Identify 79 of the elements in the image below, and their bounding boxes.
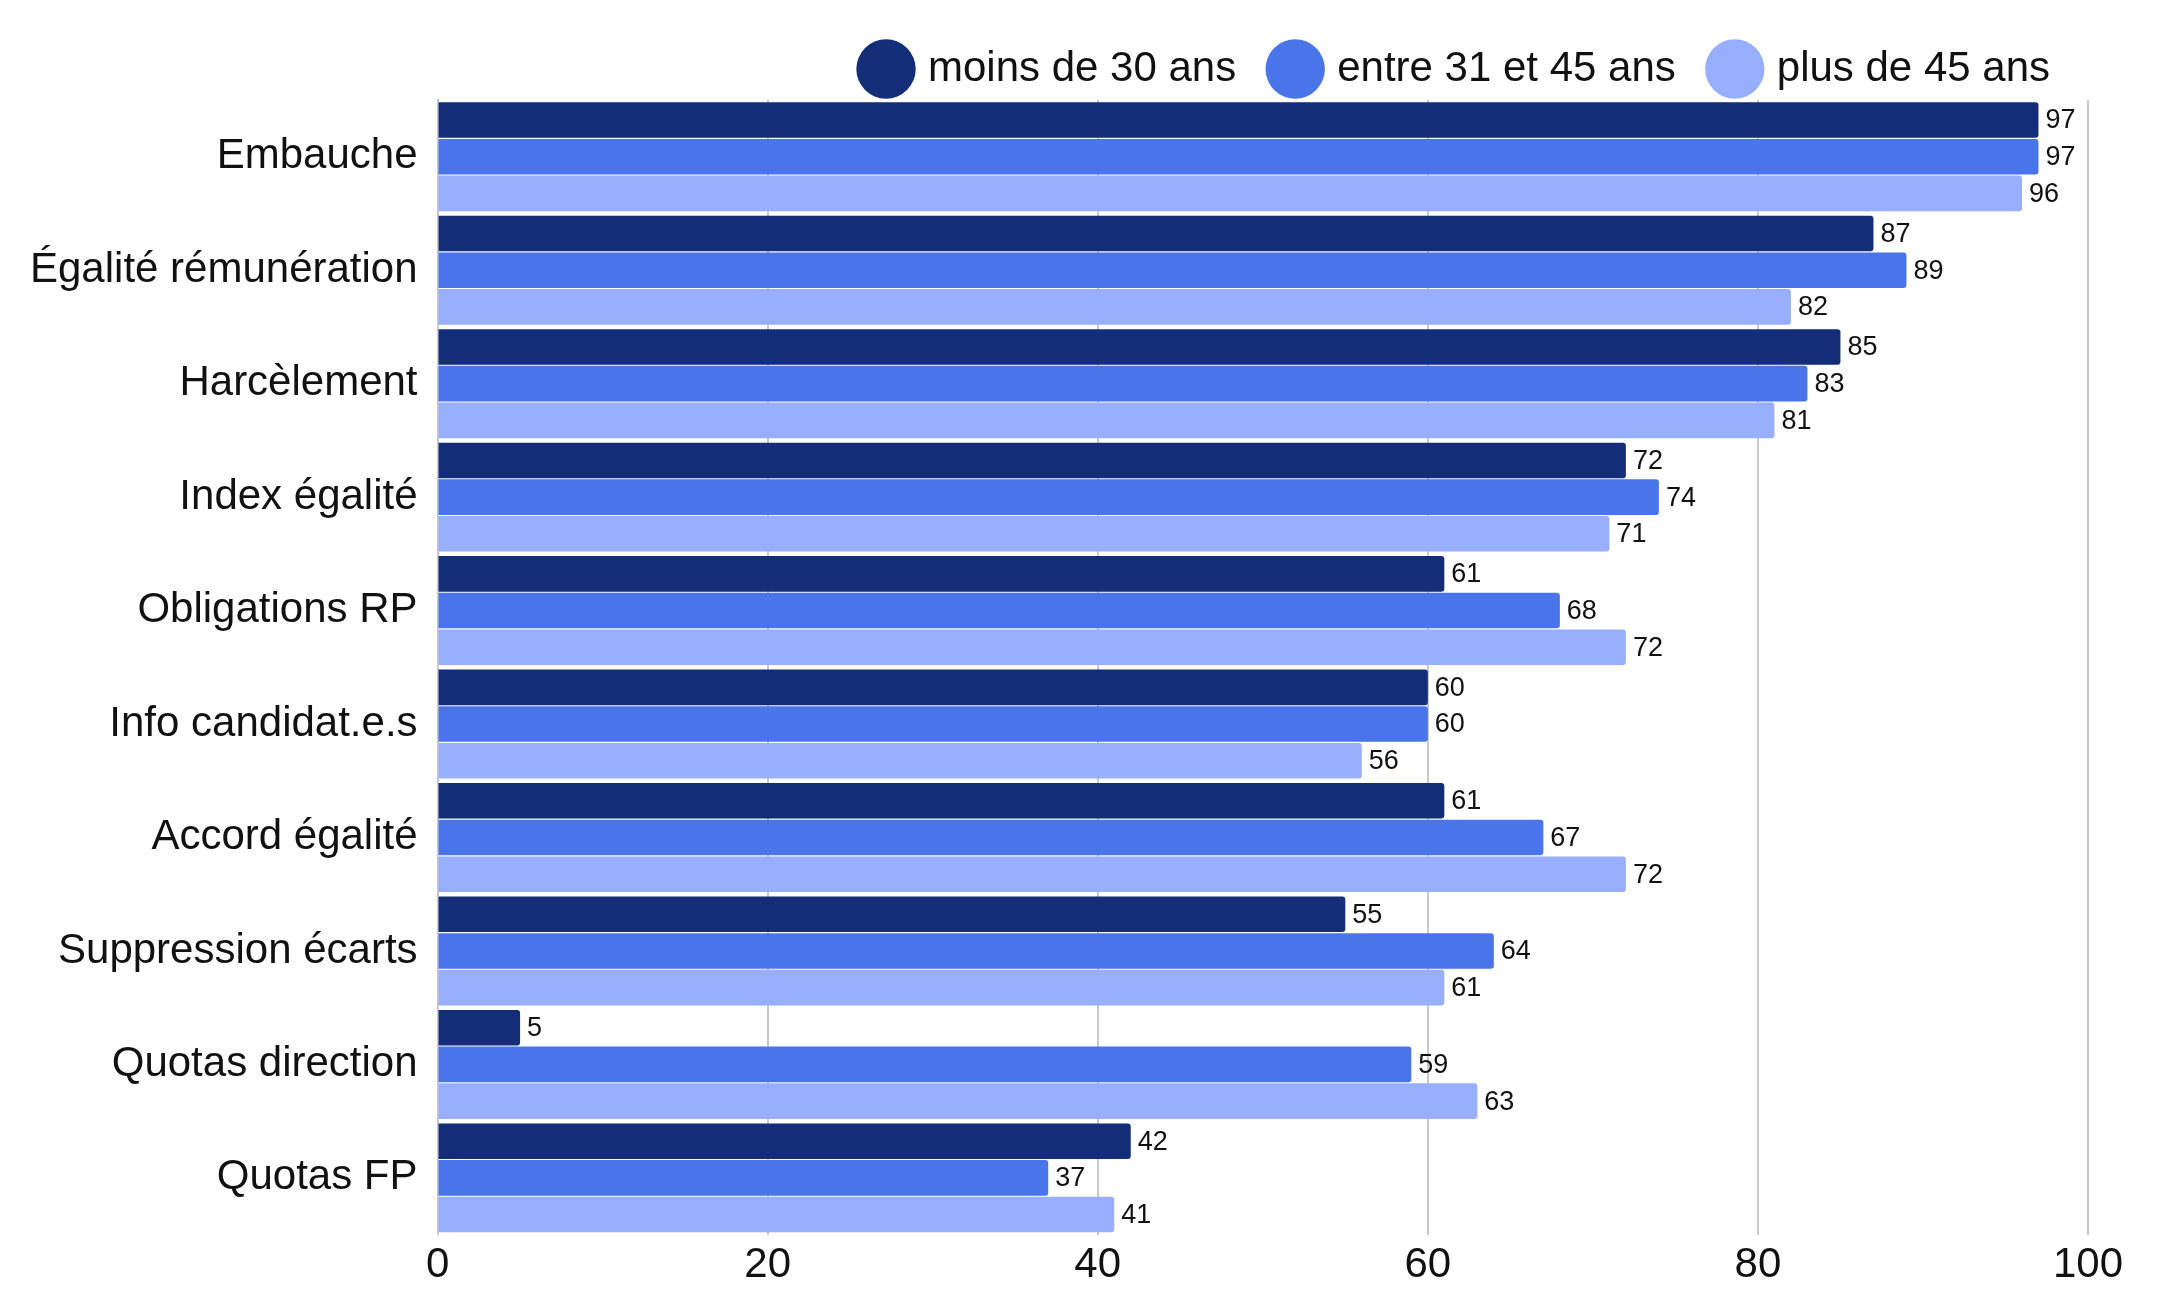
bar [438, 138, 2039, 175]
bar [438, 969, 1445, 1006]
bar [438, 592, 1560, 629]
data-label: 67 [1550, 821, 1581, 852]
bar [438, 629, 1626, 666]
data-label: 61 [1451, 558, 1482, 589]
bar [438, 1196, 1115, 1233]
bar [438, 706, 1428, 742]
bar [438, 329, 1841, 365]
bar [438, 1046, 1412, 1083]
data-label: 42 [1137, 1125, 1168, 1156]
bar [438, 402, 1775, 439]
data-label: 61 [1451, 972, 1482, 1003]
data-label: 97 [2045, 141, 2076, 172]
data-label: 60 [1434, 708, 1465, 739]
data-label: 71 [1616, 518, 1647, 549]
data-label: 87 [1880, 217, 1911, 248]
bar [438, 365, 1808, 402]
x-tick-label: 80 [1734, 1239, 1782, 1287]
data-label: 41 [1121, 1199, 1152, 1230]
bar [438, 1160, 1049, 1196]
data-label: 72 [1632, 444, 1663, 475]
bar [438, 556, 1445, 592]
data-label: 74 [1665, 481, 1696, 512]
x-tick-label: 100 [2052, 1239, 2124, 1287]
data-label: 37 [1055, 1162, 1086, 1193]
y-tick-label: Index égalité [179, 470, 418, 518]
data-label: 68 [1566, 595, 1597, 626]
data-label: 82 [1797, 291, 1828, 322]
y-tick-label: Égalité rémunération [29, 243, 418, 291]
bar [438, 783, 1445, 819]
bar [438, 516, 1610, 552]
data-label: 72 [1632, 858, 1663, 889]
data-label: 59 [1418, 1048, 1449, 1079]
bar [438, 1083, 1478, 1119]
x-tick-label: 0 [425, 1239, 450, 1287]
bar [438, 933, 1494, 969]
bar [438, 819, 1544, 856]
bar [438, 479, 1659, 515]
y-tick-label: Quotas FP [216, 1151, 418, 1199]
data-label: 96 [2028, 177, 2060, 208]
data-label: 97 [2045, 104, 2076, 135]
bar [438, 215, 1874, 252]
x-tick-label: 20 [744, 1239, 791, 1287]
bar [438, 1123, 1131, 1159]
x-tick-label: 60 [1404, 1239, 1452, 1287]
bar [438, 442, 1626, 479]
data-label: 5 [527, 1012, 543, 1043]
bar [438, 175, 2022, 212]
y-tick-label: Obligations RP [137, 584, 418, 632]
bar [438, 252, 1907, 288]
bar [438, 1009, 521, 1046]
y-tick-label: Accord égalité [151, 811, 418, 859]
data-label: 63 [1484, 1085, 1515, 1116]
data-label: 56 [1368, 745, 1399, 776]
bar [438, 289, 1791, 325]
legend-label: plus de 45 ans [1776, 42, 2051, 90]
y-tick-label: Suppression écarts [58, 924, 418, 972]
data-label: 85 [1847, 331, 1878, 362]
data-label: 64 [1500, 935, 1531, 966]
y-tick-label: Info candidat.e.s [109, 697, 418, 745]
bar [438, 669, 1428, 706]
data-label: 83 [1814, 368, 1845, 399]
y-tick-label: Harcèlement [179, 357, 418, 405]
data-label: 61 [1451, 785, 1482, 816]
data-label: 72 [1632, 631, 1663, 662]
y-tick-label: Embauche [216, 130, 418, 178]
x-tick-label: 40 [1074, 1239, 1122, 1287]
bar [438, 896, 1346, 933]
bar [438, 742, 1362, 779]
data-label: 81 [1781, 404, 1812, 435]
data-label: 89 [1913, 254, 1944, 285]
data-label: 60 [1434, 671, 1465, 702]
bar [438, 856, 1626, 892]
y-tick-label: Quotas direction [111, 1037, 418, 1085]
legend-label: moins de 30 ans [928, 42, 1237, 90]
data-label: 55 [1352, 898, 1383, 929]
legend-label: entre 31 et 45 ans [1337, 42, 1676, 90]
bar [438, 102, 2039, 138]
